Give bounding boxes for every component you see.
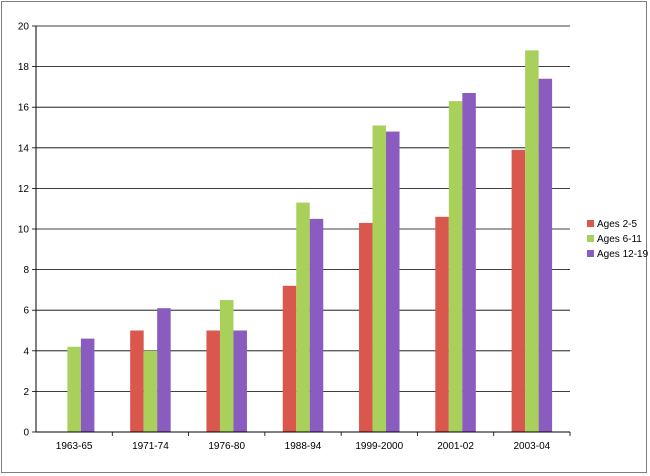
y-tick-label: 18: [18, 62, 30, 73]
legend-swatch: [587, 220, 594, 227]
bar-ages-6-11-1971-74: [143, 350, 158, 432]
bar-ages-12-19-1988-94: [309, 218, 324, 432]
y-tick-label: 14: [18, 143, 30, 154]
y-tick-label: 0: [23, 428, 29, 439]
y-tick-label: 20: [18, 22, 30, 33]
bar-ages-12-19-1971-74: [157, 308, 171, 432]
bar-ages-12-19-1963-65: [80, 338, 95, 432]
bar-ages-2-5-2001-02: [435, 216, 449, 432]
axes: [32, 25, 571, 436]
bar-ages-6-11-1963-65: [67, 346, 81, 432]
legend: Ages 2-5 Ages 6-11 Ages 12-19: [587, 219, 648, 260]
bar-ages-6-11-1988-94: [296, 202, 310, 432]
x-axis-category-labels: 1963-65 1971-74 1976-80 1988-94 1999-2000 200…: [56, 441, 551, 452]
bar-ages-12-19-2001-02: [462, 92, 476, 433]
legend-label: Ages 2-5: [597, 219, 637, 230]
bar-ages-12-19-1999-2000: [386, 131, 400, 432]
y-tick-label: 4: [23, 346, 29, 357]
x-category-label: 1999-2000: [355, 441, 403, 452]
x-category-label: 1976-80: [208, 441, 245, 452]
x-category-label: 2001-02: [437, 441, 474, 452]
bar-ages-2-5-2003-04: [511, 149, 526, 432]
y-axis-tick-labels: 0 2 4 6 8 10 12 14 16 18 20: [18, 22, 30, 439]
legend-swatch: [587, 235, 594, 242]
bar-ages-6-11-2003-04: [525, 50, 539, 433]
bar-ages-2-5-1999-2000: [359, 222, 373, 432]
y-tick-label: 8: [23, 265, 29, 276]
bar-ages-6-11-2001-02: [448, 101, 463, 433]
x-category-label: 1963-65: [56, 441, 93, 452]
bar-marks: [67, 50, 553, 433]
bar-ages-2-5-1971-74: [130, 330, 144, 432]
bar-ages-12-19-2003-04: [538, 78, 553, 432]
bar-ages-2-5-1988-94: [282, 285, 297, 432]
x-category-label: 1988-94: [285, 441, 322, 452]
y-tick-label: 16: [18, 103, 30, 114]
bar-ages-12-19-1976-80: [233, 330, 247, 432]
bar-ages-2-5-1976-80: [206, 330, 220, 432]
y-tick-label: 12: [18, 184, 30, 195]
legend-label: Ages 12-19: [597, 249, 648, 260]
legend-swatch: [587, 250, 594, 257]
y-tick-label: 6: [23, 306, 29, 317]
bar-ages-6-11-1976-80: [219, 300, 234, 432]
y-tick-label: 10: [18, 225, 30, 236]
x-category-label: 1971-74: [132, 441, 169, 452]
bar-ages-6-11-1999-2000: [372, 125, 387, 432]
y-tick-label: 2: [23, 387, 29, 398]
legend-label: Ages 6-11: [597, 234, 642, 245]
x-category-label: 2003-04: [514, 441, 551, 452]
